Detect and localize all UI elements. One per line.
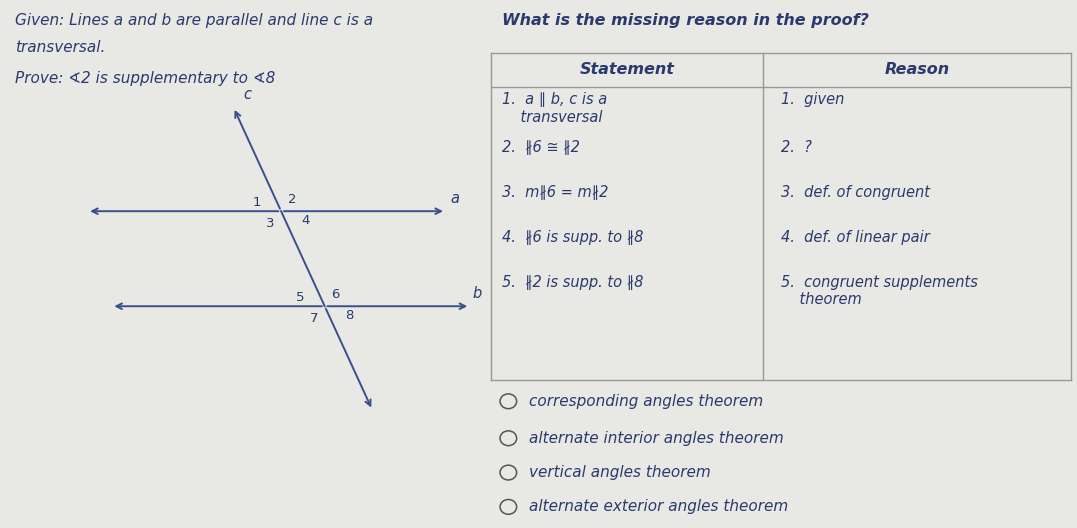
Text: 4.  ∦6 is supp. to ∦8: 4. ∦6 is supp. to ∦8 (502, 230, 644, 244)
Text: alternate exterior angles theorem: alternate exterior angles theorem (529, 499, 788, 514)
Text: 8: 8 (345, 308, 353, 322)
Text: 3.  def. of congruent: 3. def. of congruent (781, 185, 929, 200)
Text: 1: 1 (252, 196, 261, 209)
Text: 3.  m∦6 = m∦2: 3. m∦6 = m∦2 (502, 185, 609, 200)
Text: 1.  given: 1. given (781, 92, 844, 107)
Text: a: a (451, 191, 460, 206)
Text: 5: 5 (296, 291, 305, 304)
Text: 4: 4 (302, 213, 310, 227)
Text: Given: Lines a and b are parallel and line c is a: Given: Lines a and b are parallel and li… (15, 13, 373, 28)
Text: 2.  ?: 2. ? (781, 140, 812, 155)
Text: What is the missing reason in the proof?: What is the missing reason in the proof? (502, 13, 869, 28)
Text: 7: 7 (309, 312, 318, 325)
Text: 1.  a ∥ b, c is a
    transversal: 1. a ∥ b, c is a transversal (502, 92, 607, 125)
Text: Reason: Reason (884, 62, 950, 78)
Text: transversal.: transversal. (15, 40, 104, 54)
Text: Statement: Statement (579, 62, 674, 78)
Text: 2.  ∦6 ≅ ∦2: 2. ∦6 ≅ ∦2 (502, 140, 581, 155)
Text: Prove: ∢2 is supplementary to ∢8: Prove: ∢2 is supplementary to ∢8 (15, 71, 275, 86)
Text: 5.  congruent supplements
    theorem: 5. congruent supplements theorem (781, 275, 978, 307)
Text: corresponding angles theorem: corresponding angles theorem (529, 394, 764, 409)
Text: b: b (473, 286, 481, 301)
Text: 3: 3 (266, 216, 275, 230)
Text: vertical angles theorem: vertical angles theorem (529, 465, 711, 480)
Text: 6: 6 (332, 288, 339, 301)
Text: alternate interior angles theorem: alternate interior angles theorem (529, 431, 784, 446)
Text: 5.  ∦2 is supp. to ∦8: 5. ∦2 is supp. to ∦8 (502, 275, 644, 289)
Text: 2: 2 (288, 193, 296, 206)
Text: 4.  def. of linear pair: 4. def. of linear pair (781, 230, 929, 244)
Text: c: c (243, 87, 251, 102)
